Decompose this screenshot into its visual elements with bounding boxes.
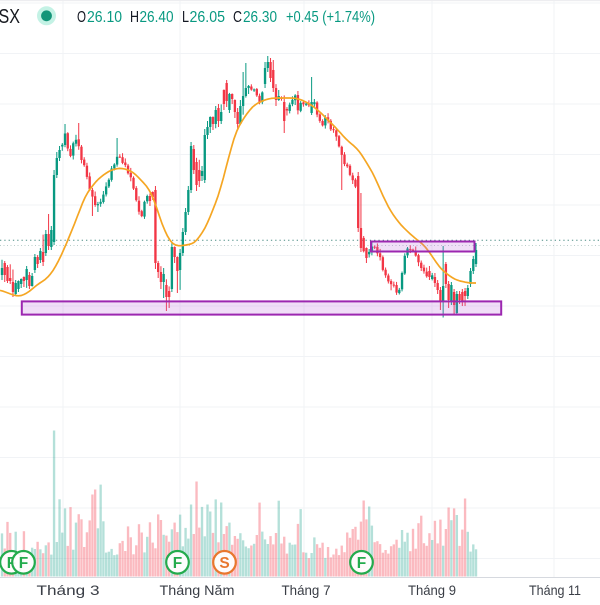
svg-text:Tháng 11: Tháng 11: [529, 583, 581, 598]
svg-text:26.10: 26.10: [87, 9, 122, 26]
svg-text:C: C: [233, 9, 242, 26]
svg-text:F: F: [173, 555, 182, 572]
svg-text:Tháng 3: Tháng 3: [37, 583, 100, 598]
svg-text:+0.45 (+1.74%): +0.45 (+1.74%): [286, 9, 375, 26]
svg-text:H: H: [130, 9, 139, 26]
svg-text:Tháng Năm: Tháng Năm: [160, 583, 235, 598]
svg-text:F: F: [357, 555, 366, 572]
svg-text:Tháng 7: Tháng 7: [282, 583, 331, 598]
svg-text:26.05: 26.05: [190, 9, 226, 26]
svg-text:26.40: 26.40: [140, 9, 174, 26]
svg-text:Tháng 9: Tháng 9: [408, 583, 456, 598]
svg-text:SX: SX: [0, 5, 20, 28]
svg-text:S: S: [219, 555, 229, 572]
svg-text:26.30: 26.30: [243, 9, 277, 26]
svg-text:O: O: [77, 9, 86, 26]
svg-text:F: F: [19, 555, 28, 572]
svg-text:L: L: [182, 9, 189, 26]
